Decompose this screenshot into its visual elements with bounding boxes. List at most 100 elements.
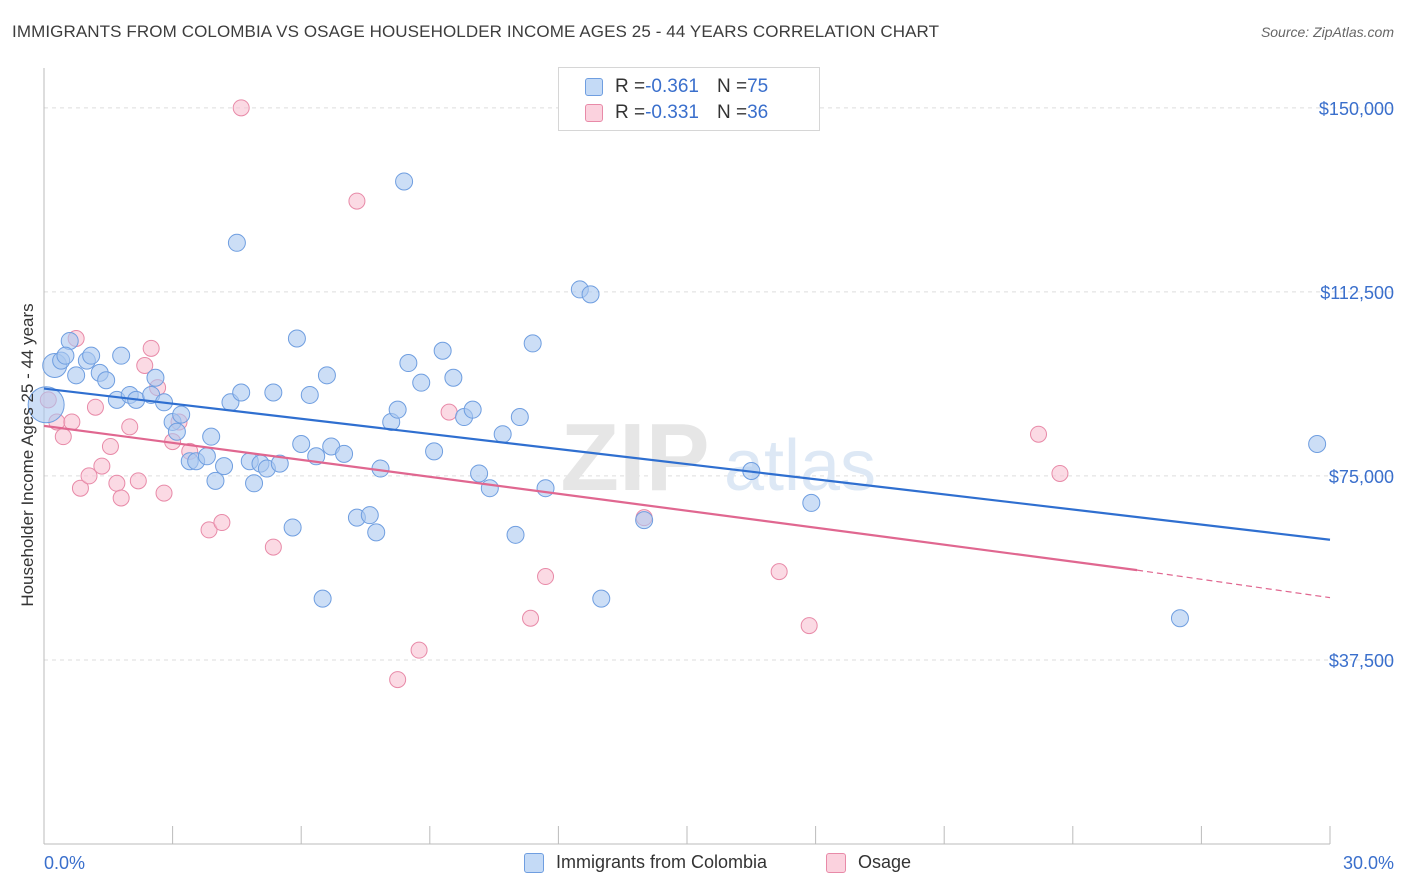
axes xyxy=(43,68,1331,845)
osage-point-14 xyxy=(136,357,154,374)
osage-point-34 xyxy=(1030,425,1048,443)
osage-point-25 xyxy=(348,192,366,210)
legend-item-osage: Osage xyxy=(826,852,911,873)
r-label: R = xyxy=(615,102,646,123)
colombia-point-36 xyxy=(287,329,306,348)
y-axis-label: Householder Income Ages 25 - 44 years xyxy=(18,303,37,607)
colombia-point-51 xyxy=(399,354,418,373)
colombia-point-18 xyxy=(167,422,186,441)
colombia-point-40 xyxy=(313,589,332,608)
legend-item-colombia: Immigrants from Colombia xyxy=(524,852,767,873)
n-label: N = xyxy=(716,76,748,97)
n-value: 36 xyxy=(747,102,769,123)
legend-row-osage: R = -0.331 N = 36 xyxy=(585,101,768,125)
colombia-point-58 xyxy=(470,464,489,483)
osage-point-13 xyxy=(129,472,147,490)
osage-point-9 xyxy=(101,437,119,455)
colombia-point-67 xyxy=(592,589,611,608)
colombia-point-70 xyxy=(802,493,821,512)
r-value: -0.331 xyxy=(645,102,699,123)
colombia-point-19 xyxy=(172,405,191,424)
colombia-point-53 xyxy=(425,442,444,461)
colombia-point-49 xyxy=(388,400,407,419)
colombia-point-15 xyxy=(146,368,165,387)
y-tick-label-0: $37,500 xyxy=(1329,651,1394,671)
legend-label-osage: Osage xyxy=(858,852,912,872)
osage-point-33 xyxy=(800,617,818,635)
colombia-point-59 xyxy=(480,479,499,498)
osage-point-17 xyxy=(155,484,173,502)
osage-swatch xyxy=(826,852,846,873)
osage-trend-line xyxy=(43,424,1138,572)
colombia-point-35 xyxy=(283,518,302,537)
colombia-swatch xyxy=(524,852,544,873)
colombia-point-41 xyxy=(317,366,336,385)
osage-point-7 xyxy=(86,398,104,416)
osage-point-27 xyxy=(410,641,428,659)
osage-point-32 xyxy=(770,563,788,581)
osage-swatch xyxy=(585,104,603,122)
colombia-point-33 xyxy=(264,383,283,402)
legend-row-colombia: R = -0.361 N = 75 xyxy=(585,75,768,99)
osage-point-35 xyxy=(1051,464,1069,482)
colombia-point-11 xyxy=(112,346,131,365)
colombia-point-60 xyxy=(493,425,512,444)
trend-lines xyxy=(43,387,1331,599)
colombia-point-25 xyxy=(215,457,234,476)
source-credit: Source: ZipAtlas.com xyxy=(1260,24,1394,40)
colombia-point-72 xyxy=(1308,435,1327,454)
colombia-point-5 xyxy=(56,346,75,365)
colombia-point-24 xyxy=(206,471,225,490)
colombia-point-22 xyxy=(197,447,216,466)
colombia-point-34 xyxy=(270,454,289,473)
osage-point-24 xyxy=(264,538,282,556)
colombia-point-9 xyxy=(97,371,116,390)
osage-point-15 xyxy=(142,339,160,357)
r-label: R = xyxy=(615,76,646,97)
x-tick-label-0: 0.0% xyxy=(44,853,85,873)
colombia-point-27 xyxy=(227,233,246,252)
colombia-point-54 xyxy=(433,341,452,360)
colombia-trend-line xyxy=(43,387,1331,541)
x-tick-label-1: 30.0% xyxy=(1343,853,1394,873)
osage-point-8 xyxy=(93,457,111,475)
osage-point-5 xyxy=(71,479,89,497)
osage-point-12 xyxy=(121,418,139,436)
osage-point-3 xyxy=(63,413,81,431)
osage-trend-extension xyxy=(1137,569,1331,599)
colombia-point-63 xyxy=(523,334,542,353)
osage-point-23 xyxy=(232,99,250,117)
colombia-point-66 xyxy=(581,285,600,304)
series-legend: Immigrants from Colombia Osage xyxy=(0,852,1406,878)
colombia-point-55 xyxy=(444,368,463,387)
colombia-point-45 xyxy=(360,506,379,525)
colombia-point-46 xyxy=(367,523,386,542)
legend-label-colombia: Immigrants from Colombia xyxy=(556,852,768,872)
osage-point-26 xyxy=(389,671,407,689)
colombia-point-64 xyxy=(536,479,555,498)
osage-point-21 xyxy=(200,521,218,539)
osage-point-29 xyxy=(522,609,540,627)
colombia-point-61 xyxy=(506,525,525,544)
colombia-point-28 xyxy=(232,383,251,402)
colombia-point-38 xyxy=(300,385,319,404)
osage-point-28 xyxy=(440,403,458,421)
colombia-point-62 xyxy=(510,408,529,427)
colombia-point-71 xyxy=(1170,609,1189,628)
osage-points xyxy=(39,99,1069,689)
colombia-point-4 xyxy=(67,366,86,385)
colombia-point-68 xyxy=(635,511,654,530)
chart-title: IMMIGRANTS FROM COLOMBIA VS OSAGE HOUSEH… xyxy=(12,22,940,41)
osage-point-10 xyxy=(108,474,126,492)
colombia-point-30 xyxy=(245,474,264,493)
tick-labels: $37,500 $75,000 $112,500 $150,000 0.0% 30.0% xyxy=(44,99,1394,873)
n-label: N = xyxy=(716,102,748,123)
correlation-legend: R = -0.361 N = 75 R = -0.331 N = 36 xyxy=(558,67,820,131)
colombia-point-43 xyxy=(335,444,354,463)
colombia-point-23 xyxy=(202,427,221,446)
osage-point-6 xyxy=(80,467,98,485)
colombia-swatch xyxy=(585,78,603,96)
n-value: 75 xyxy=(747,76,769,97)
osage-point-30 xyxy=(537,568,555,586)
